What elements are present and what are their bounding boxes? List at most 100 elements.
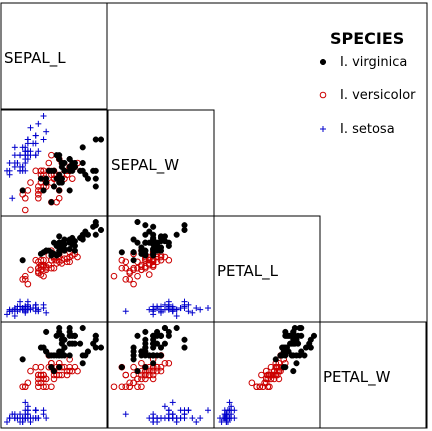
- data-point: [228, 403, 235, 410]
- data-point: [84, 231, 91, 238]
- data-point: [142, 231, 149, 238]
- data-point: [9, 411, 16, 418]
- data-point: [56, 233, 63, 240]
- data-point: [153, 363, 161, 371]
- data-point: [92, 332, 99, 339]
- data-point: [264, 375, 272, 383]
- data-point: [37, 344, 44, 351]
- data-point: [35, 415, 42, 422]
- data-point: [161, 324, 168, 332]
- data-point: [261, 379, 268, 387]
- data-point: [126, 269, 133, 277]
- data-point: [138, 348, 145, 355]
- data-point: [248, 379, 256, 387]
- panel-sepal_l-vs-sepal_l: [0, 2, 108, 110]
- data-point: [277, 367, 284, 375]
- data-point: [35, 194, 42, 202]
- data-point: [290, 336, 297, 343]
- data-point: [92, 167, 99, 174]
- data-point: [11, 415, 18, 422]
- data-point: [197, 415, 204, 422]
- data-point: [161, 253, 169, 261]
- data-point: [150, 306, 157, 313]
- data-point: [177, 415, 184, 422]
- data-point: [150, 352, 157, 359]
- data-point: [66, 332, 73, 339]
- data-point: [27, 419, 34, 425]
- data-point: [150, 411, 157, 418]
- data-point: [92, 344, 99, 351]
- data-point: [56, 364, 63, 371]
- data-point: [24, 280, 32, 288]
- data-point: [6, 167, 13, 174]
- legend: SPECIES I. virginica I. versicolor I. seto…: [319, 29, 416, 137]
- data-point: [55, 371, 63, 379]
- variable-label-petal_l: PETAL_L: [217, 262, 279, 281]
- data-point: [130, 363, 137, 371]
- data-point: [27, 124, 34, 131]
- data-point: [149, 261, 157, 269]
- data-point: [288, 352, 295, 359]
- data-point: [66, 258, 73, 266]
- data-point: [24, 187, 32, 194]
- data-point: [48, 252, 55, 259]
- panel-petal_w-vs-sepal_l: [0, 321, 108, 429]
- data-point: [173, 231, 180, 238]
- data-point: [118, 249, 125, 256]
- data-point: [61, 246, 68, 253]
- data-point: [173, 313, 180, 319]
- data-point: [45, 167, 52, 174]
- data-point: [161, 359, 169, 367]
- variable-labels: SEPAL_L SEPAL_W PETAL_L PETAL_W: [4, 49, 391, 387]
- data-point: [130, 371, 137, 379]
- data-point: [66, 167, 73, 174]
- data-point: [11, 306, 18, 313]
- data-point: [40, 301, 47, 308]
- data-point: [150, 223, 157, 230]
- data-point: [56, 348, 63, 355]
- data-point: [157, 363, 165, 371]
- data-point: [272, 356, 279, 363]
- data-point: [169, 411, 176, 418]
- data-points: [4, 113, 318, 425]
- data-point: [22, 148, 29, 155]
- data-point: [92, 222, 99, 229]
- data-point: [142, 364, 149, 371]
- data-point: [138, 247, 145, 254]
- data-point: [4, 311, 10, 318]
- data-point: [30, 415, 37, 422]
- data-point: [53, 332, 60, 339]
- points-petal_l-vs-sepal_w: [110, 218, 211, 319]
- data-point: [32, 132, 39, 139]
- data-point: [173, 306, 180, 313]
- data-point: [197, 306, 204, 313]
- data-point: [22, 415, 29, 422]
- data-point: [118, 256, 126, 264]
- data-point: [40, 371, 47, 379]
- data-point: [134, 264, 141, 272]
- data-point: [193, 419, 200, 425]
- data-point: [122, 371, 130, 379]
- legend-marker-2: [320, 126, 326, 132]
- data-point: [142, 336, 149, 343]
- data-point: [79, 360, 86, 367]
- data-point: [53, 152, 60, 159]
- data-point: [92, 175, 99, 182]
- legend-label-1: I. versicolor: [340, 88, 416, 103]
- data-point: [153, 367, 161, 375]
- data-point: [154, 239, 161, 246]
- data-point: [122, 258, 130, 266]
- data-point: [138, 371, 145, 379]
- data-point: [32, 363, 40, 371]
- data-point: [126, 276, 133, 283]
- data-point: [290, 368, 297, 375]
- data-point: [43, 179, 50, 186]
- data-point: [150, 247, 157, 254]
- data-point: [35, 383, 42, 391]
- data-point: [177, 305, 184, 312]
- data-point: [42, 383, 50, 391]
- data-point: [22, 167, 29, 174]
- data-point: [71, 247, 78, 254]
- data-point: [173, 324, 180, 332]
- data-point: [231, 407, 238, 414]
